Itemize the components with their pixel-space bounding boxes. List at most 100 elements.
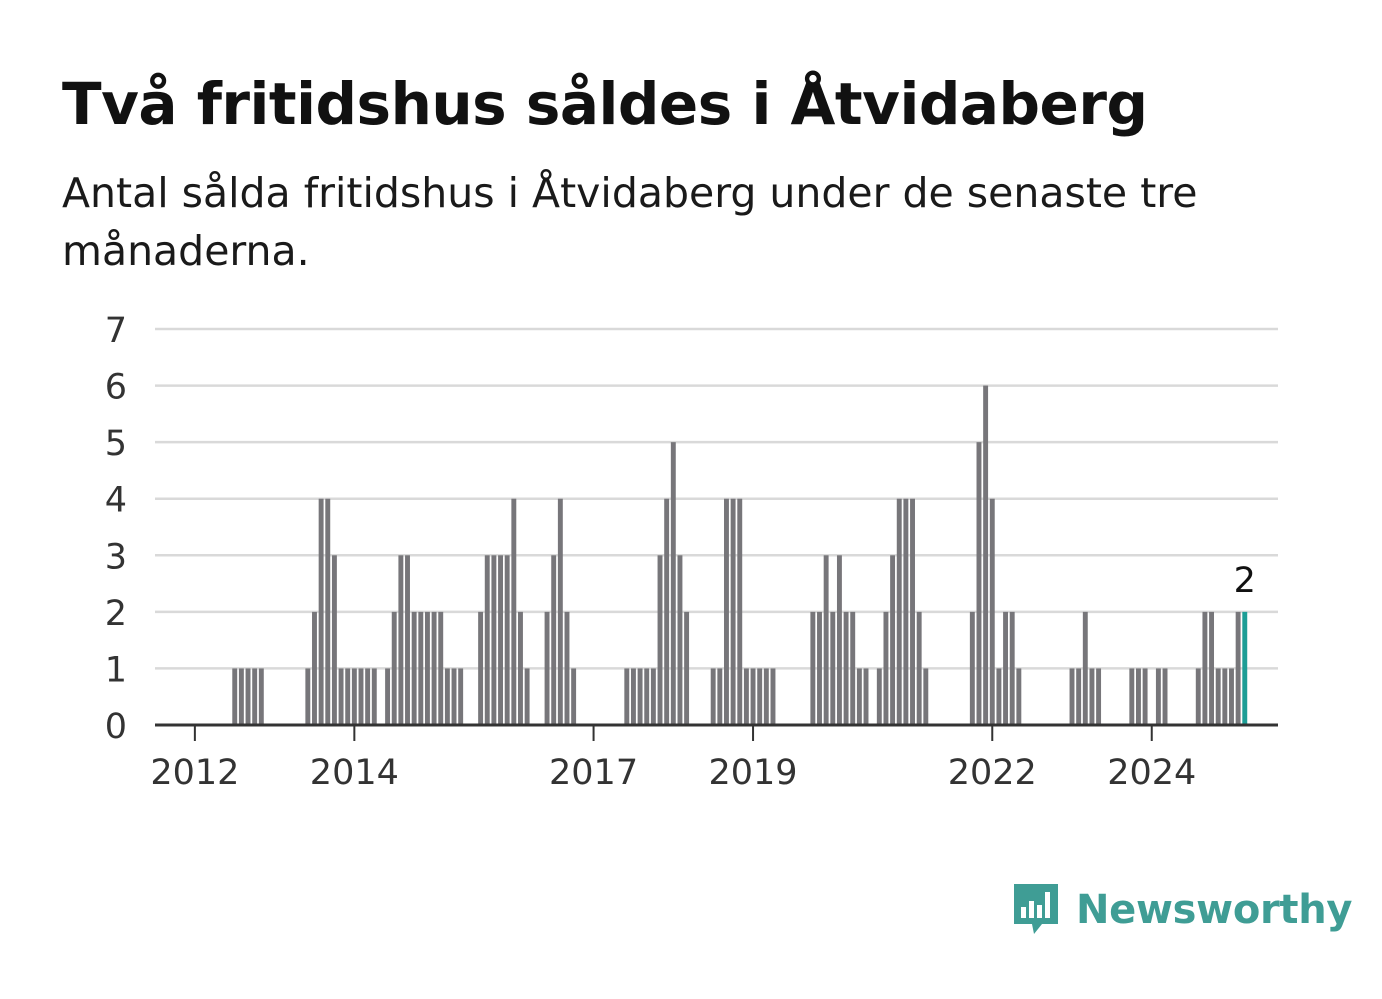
bar	[883, 611, 889, 725]
bar	[371, 668, 377, 725]
bar	[345, 668, 351, 725]
bar	[365, 668, 371, 725]
bar	[564, 611, 570, 725]
bar	[544, 611, 550, 725]
x-tick-label: 2017	[549, 753, 638, 793]
bar	[677, 555, 683, 725]
bar	[916, 611, 922, 725]
bar	[1155, 668, 1161, 725]
y-tick-label: 3	[105, 537, 127, 577]
x-tick-label: 2019	[709, 753, 798, 793]
bar	[557, 498, 563, 725]
bar	[684, 611, 690, 725]
bar	[385, 668, 391, 725]
bar	[850, 611, 856, 725]
bar	[989, 498, 995, 725]
bar	[737, 498, 743, 725]
bar	[823, 555, 829, 725]
y-tick-label: 5	[105, 424, 127, 464]
bar	[1069, 668, 1075, 725]
bar	[969, 611, 975, 725]
bar-highlight	[1242, 611, 1248, 725]
bar	[876, 668, 882, 725]
chart-title: Två fritidshus såldes i Åtvidaberg	[62, 70, 1148, 138]
bar	[318, 498, 324, 725]
x-tick-label: 2012	[150, 753, 239, 793]
bar	[418, 611, 424, 725]
bar	[817, 611, 822, 725]
bar	[670, 442, 676, 725]
bar	[743, 668, 749, 725]
annotations: 2	[1234, 561, 1256, 601]
x-tick-label: 2014	[310, 753, 399, 793]
bar	[524, 668, 530, 725]
bar	[810, 611, 816, 725]
bar	[1089, 668, 1095, 725]
bar	[624, 668, 630, 725]
bar	[232, 668, 238, 725]
bar	[258, 668, 264, 725]
bar	[1082, 611, 1088, 725]
bar	[903, 498, 909, 725]
bar	[910, 498, 915, 725]
bar	[451, 668, 457, 725]
bar	[444, 668, 450, 725]
bar	[1135, 668, 1141, 725]
bar	[325, 498, 331, 725]
bar	[650, 668, 656, 725]
bar	[923, 668, 929, 725]
bar	[391, 611, 397, 725]
bar	[571, 668, 577, 725]
bar	[657, 555, 663, 725]
bar	[245, 668, 251, 725]
bar	[1096, 668, 1102, 725]
bar	[312, 611, 317, 725]
bar	[411, 611, 417, 725]
bar	[1195, 668, 1201, 725]
bar	[1222, 668, 1228, 725]
bar	[405, 555, 410, 725]
bar	[763, 668, 769, 725]
bar	[664, 498, 670, 725]
y-tick-label: 1	[105, 650, 127, 690]
bar-chart-speech-bubble-icon	[1014, 884, 1058, 934]
bar	[630, 668, 636, 725]
bar	[351, 668, 357, 725]
bar	[770, 668, 776, 725]
bar	[710, 668, 716, 725]
bar	[498, 555, 503, 725]
x-tick-label: 2024	[1107, 753, 1196, 793]
bar	[252, 668, 258, 725]
bar	[724, 498, 729, 725]
bar	[504, 555, 510, 725]
bar	[331, 555, 337, 725]
newsworthy-logo: Newsworthy	[1010, 880, 1353, 940]
bar	[438, 611, 444, 725]
bar	[730, 498, 736, 725]
bar	[1215, 668, 1221, 725]
bar	[551, 555, 557, 725]
bar	[338, 668, 344, 725]
bar	[1162, 668, 1168, 725]
bar	[863, 668, 869, 725]
bar	[358, 668, 364, 725]
y-tick-label: 6	[105, 368, 127, 408]
bar	[644, 668, 650, 725]
bar	[1209, 611, 1215, 725]
bar	[491, 555, 497, 725]
bars	[232, 385, 1248, 725]
highlight-value-label: 2	[1234, 561, 1256, 601]
bar	[238, 668, 244, 725]
y-tick-label: 7	[105, 311, 127, 351]
bar	[717, 668, 723, 725]
bar	[431, 611, 437, 725]
bar	[398, 555, 404, 725]
bar	[830, 611, 836, 725]
bar	[478, 611, 484, 725]
bar	[511, 498, 517, 725]
bar	[843, 611, 849, 725]
bar	[1003, 611, 1009, 725]
bar	[1129, 668, 1135, 725]
y-tick-label: 2	[105, 594, 127, 634]
bar	[1016, 668, 1022, 725]
